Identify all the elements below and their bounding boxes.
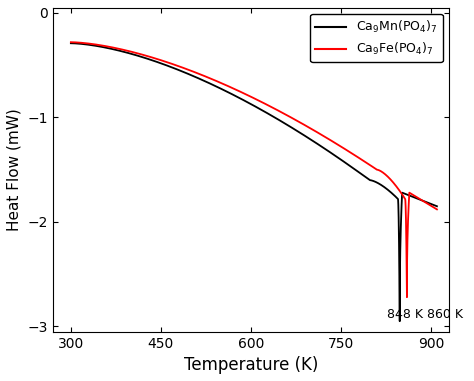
black xyxy=(388,190,393,194)
black xyxy=(133,53,139,58)
red xyxy=(220,82,226,86)
Legend: Ca$_9$Mn(PO$_4$)$_7$, Ca$_9$Fe(PO$_4$)$_7$: Ca$_9$Mn(PO$_4$)$_7$, Ca$_9$Fe(PO$_4$)$_… xyxy=(310,14,443,62)
black xyxy=(188,73,193,77)
Text: 848 K 860 K: 848 K 860 K xyxy=(386,307,463,320)
Line: black: black xyxy=(71,43,437,321)
Y-axis label: Heat Flow (mW): Heat Flow (mW) xyxy=(7,108,22,231)
red xyxy=(389,179,394,183)
X-axis label: Temperature (K): Temperature (K) xyxy=(184,356,318,374)
black xyxy=(397,319,402,323)
black xyxy=(382,185,387,190)
red xyxy=(135,51,140,56)
black xyxy=(434,204,440,208)
Line: red: red xyxy=(71,42,437,297)
red xyxy=(395,186,401,190)
red xyxy=(191,69,196,74)
red xyxy=(434,207,440,212)
black xyxy=(68,41,74,45)
red xyxy=(404,295,410,299)
red xyxy=(78,40,84,45)
red xyxy=(68,40,74,45)
black xyxy=(216,86,222,90)
black xyxy=(78,42,83,46)
